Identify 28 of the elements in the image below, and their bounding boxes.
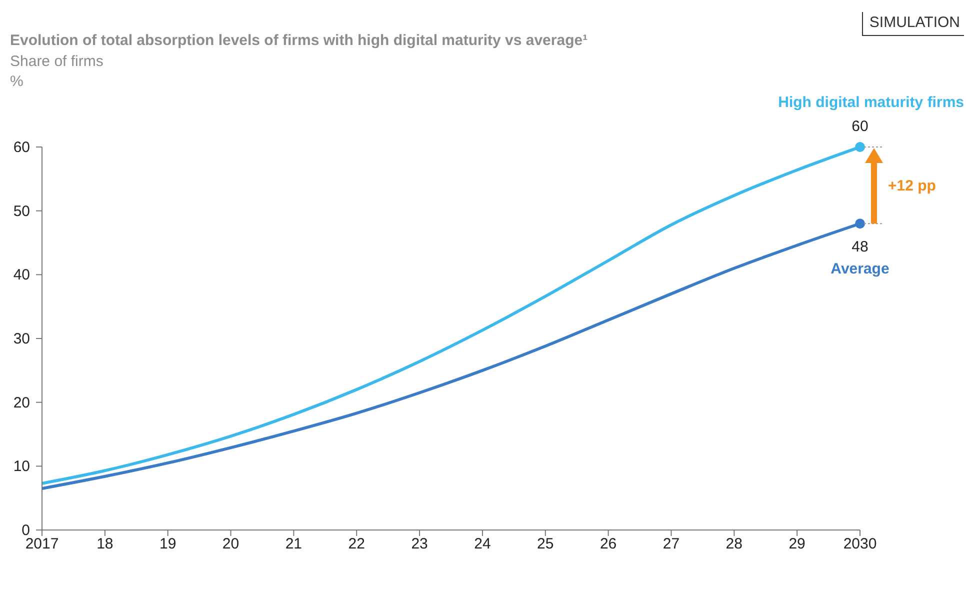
x-tick-label: 22 [348,536,365,553]
x-tick-label: 24 [474,536,491,553]
chart-subtitle: Share of firms [10,53,104,70]
text: High digital maturity firms [778,94,964,111]
x-tick-label: 19 [160,536,176,553]
x-tick-label: 27 [662,536,680,553]
data-label: 60 [852,118,868,135]
x-tick-label: 20 [222,536,240,553]
text: +12 pp [888,177,936,194]
x-tick-label: 18 [96,536,114,553]
y-axis-title: % [10,73,24,90]
x-tick-label: 29 [788,536,806,553]
y-tick-label: 60 [13,139,30,156]
text: SIMULATION [862,12,964,36]
series-label: Average [830,260,890,278]
y-tick-label: 40 [13,266,30,284]
x-tick-label: 25 [537,536,554,553]
y-tick-label: 50 [13,202,30,220]
chart-title: Evolution of total absorption levels of firms with high digital maturity vs average¹ [10,32,588,49]
x-tick-label: 2030 [843,536,877,553]
x-tick-label: 26 [600,536,617,553]
y-tick-label: 20 [13,394,30,412]
data-label: 48 [852,238,868,256]
x-tick-label: 28 [726,536,742,553]
x-tick-label: 21 [285,536,302,553]
x-tick-label: 23 [411,536,428,553]
y-tick-label: 30 [13,330,30,348]
y-tick-label: 10 [13,458,30,476]
